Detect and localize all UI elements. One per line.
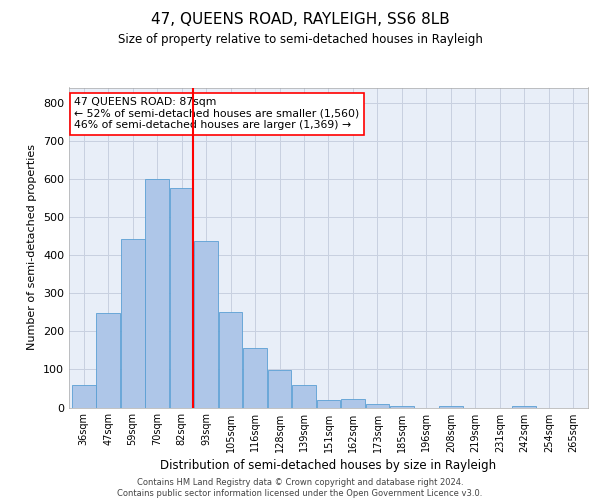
- Bar: [145, 179, 169, 408]
- Bar: [243, 348, 267, 408]
- Bar: [96, 313, 120, 408]
- X-axis label: Distribution of semi-detached houses by size in Rayleigh: Distribution of semi-detached houses by …: [160, 458, 497, 471]
- Bar: [512, 406, 536, 407]
- Bar: [439, 406, 463, 407]
- Bar: [170, 188, 193, 408]
- Bar: [317, 400, 340, 407]
- Bar: [268, 370, 292, 408]
- Bar: [365, 404, 389, 407]
- Bar: [390, 406, 414, 407]
- Bar: [219, 312, 242, 408]
- Y-axis label: Number of semi-detached properties: Number of semi-detached properties: [28, 144, 37, 350]
- Bar: [72, 384, 95, 407]
- Bar: [121, 238, 145, 408]
- Bar: [292, 384, 316, 407]
- Text: 47, QUEENS ROAD, RAYLEIGH, SS6 8LB: 47, QUEENS ROAD, RAYLEIGH, SS6 8LB: [151, 12, 449, 28]
- Bar: [341, 399, 365, 407]
- Text: Size of property relative to semi-detached houses in Rayleigh: Size of property relative to semi-detach…: [118, 32, 482, 46]
- Text: Contains HM Land Registry data © Crown copyright and database right 2024.
Contai: Contains HM Land Registry data © Crown c…: [118, 478, 482, 498]
- Text: 47 QUEENS ROAD: 87sqm
← 52% of semi-detached houses are smaller (1,560)
46% of s: 47 QUEENS ROAD: 87sqm ← 52% of semi-deta…: [74, 97, 359, 130]
- Bar: [194, 240, 218, 408]
